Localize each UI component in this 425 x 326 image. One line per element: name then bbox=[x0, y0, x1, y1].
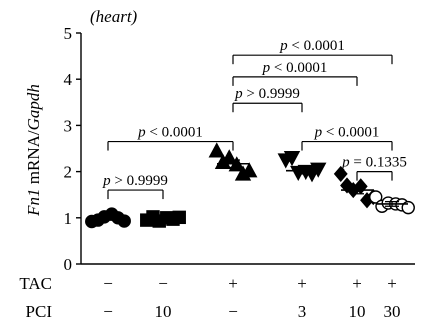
tac-value-label: + bbox=[228, 274, 238, 293]
data-point bbox=[241, 162, 258, 178]
y-axis-label: Fn1 mRNA/Gapdh bbox=[24, 84, 43, 217]
data-point bbox=[117, 214, 131, 228]
pci-value-label: 10 bbox=[155, 302, 172, 321]
y-tick-label: 0 bbox=[64, 255, 73, 274]
y-tick-label: 2 bbox=[64, 163, 73, 182]
p-value-label: p > 0.9999 bbox=[102, 173, 168, 189]
p-value-label: p = 0.1335 bbox=[341, 155, 407, 171]
data-point bbox=[172, 210, 186, 225]
data-point bbox=[310, 162, 327, 178]
data-point bbox=[283, 151, 301, 167]
p-value-label: p < 0.0001 bbox=[314, 125, 380, 141]
pci-value-label: 3 bbox=[298, 302, 307, 321]
pci-value-label: 10 bbox=[349, 302, 366, 321]
p-value-label: p < 0.0001 bbox=[262, 60, 328, 76]
tac-value-label: + bbox=[352, 274, 362, 293]
tac-value-label: + bbox=[387, 274, 397, 293]
panel-label: (heart) bbox=[90, 7, 138, 26]
p-value-label: p < 0.0001 bbox=[279, 38, 345, 54]
ylabel-ref: Gapdh bbox=[24, 84, 43, 130]
y-tick-label: 4 bbox=[64, 70, 73, 89]
row-label-tac: TAC bbox=[19, 274, 52, 293]
row-label-pci: PCI bbox=[26, 302, 53, 321]
y-tick-label: 3 bbox=[64, 116, 73, 135]
ylabel-gene: Fn1 bbox=[24, 188, 43, 216]
tac-value-label: + bbox=[297, 274, 307, 293]
pci-value-label: − bbox=[228, 302, 238, 321]
pci-value-label: − bbox=[103, 302, 113, 321]
p-value-label: p > 0.9999 bbox=[234, 86, 300, 102]
ylabel-mid: mRNA/ bbox=[24, 130, 43, 188]
p-value-label: p < 0.0001 bbox=[137, 125, 203, 141]
data-point bbox=[208, 142, 225, 158]
tac-value-label: − bbox=[103, 274, 113, 293]
pci-value-label: 30 bbox=[384, 302, 401, 321]
y-tick-label: 1 bbox=[64, 209, 73, 228]
y-tick-label: 5 bbox=[64, 24, 73, 43]
tac-value-label: − bbox=[158, 274, 168, 293]
data-point bbox=[333, 165, 348, 182]
data-point bbox=[369, 190, 383, 204]
